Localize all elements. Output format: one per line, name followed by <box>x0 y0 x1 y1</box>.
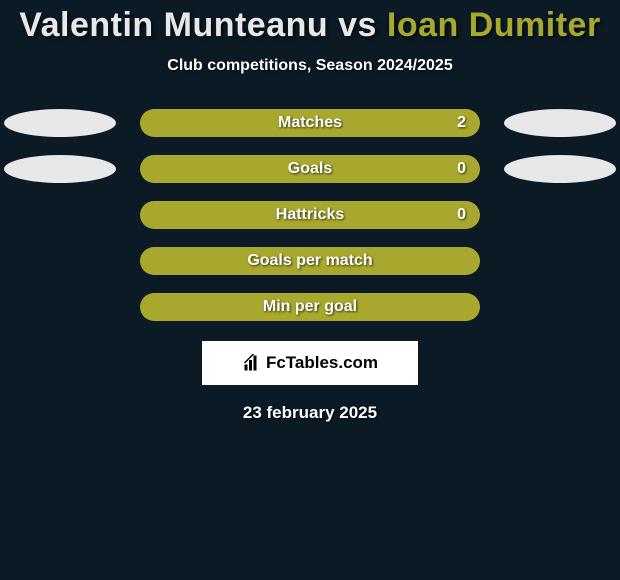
title-vs: vs <box>328 6 387 44</box>
stat-label: Goals per match <box>247 252 372 270</box>
player1-ellipse <box>4 109 116 137</box>
stat-bar: Hattricks 0 <box>140 201 480 229</box>
stat-value: 2 <box>457 114 466 132</box>
stat-bar: Matches 2 <box>140 109 480 137</box>
stat-row: Min per goal <box>0 293 620 321</box>
logo-box: FcTables.com <box>202 341 418 385</box>
stat-label: Min per goal <box>263 298 357 316</box>
page-title: Valentin Munteanu vs Ioan Dumiter <box>0 0 620 45</box>
subtitle: Club competitions, Season 2024/2025 <box>0 57 620 75</box>
stat-bar: Goals per match <box>140 247 480 275</box>
stat-bar: Min per goal <box>140 293 480 321</box>
comparison-chart: Matches 2 Goals 0 Hattricks 0 Goals per match M… <box>0 109 620 321</box>
stat-label: Goals <box>288 160 332 178</box>
bar-chart-icon <box>242 354 262 372</box>
title-player1: Valentin Munteanu <box>19 6 328 44</box>
stat-row: Goals per match <box>0 247 620 275</box>
stat-label: Matches <box>278 114 342 132</box>
stat-row: Matches 2 <box>0 109 620 137</box>
player2-ellipse <box>504 155 616 183</box>
stat-label: Hattricks <box>276 206 344 224</box>
stat-value: 0 <box>457 160 466 178</box>
date: 23 february 2025 <box>0 403 620 423</box>
title-player2: Ioan Dumiter <box>387 6 601 44</box>
stat-row: Hattricks 0 <box>0 201 620 229</box>
stat-bar: Goals 0 <box>140 155 480 183</box>
player1-ellipse <box>4 155 116 183</box>
stat-row: Goals 0 <box>0 155 620 183</box>
logo-text: FcTables.com <box>266 353 378 373</box>
stat-value: 0 <box>457 206 466 224</box>
player2-ellipse <box>504 109 616 137</box>
